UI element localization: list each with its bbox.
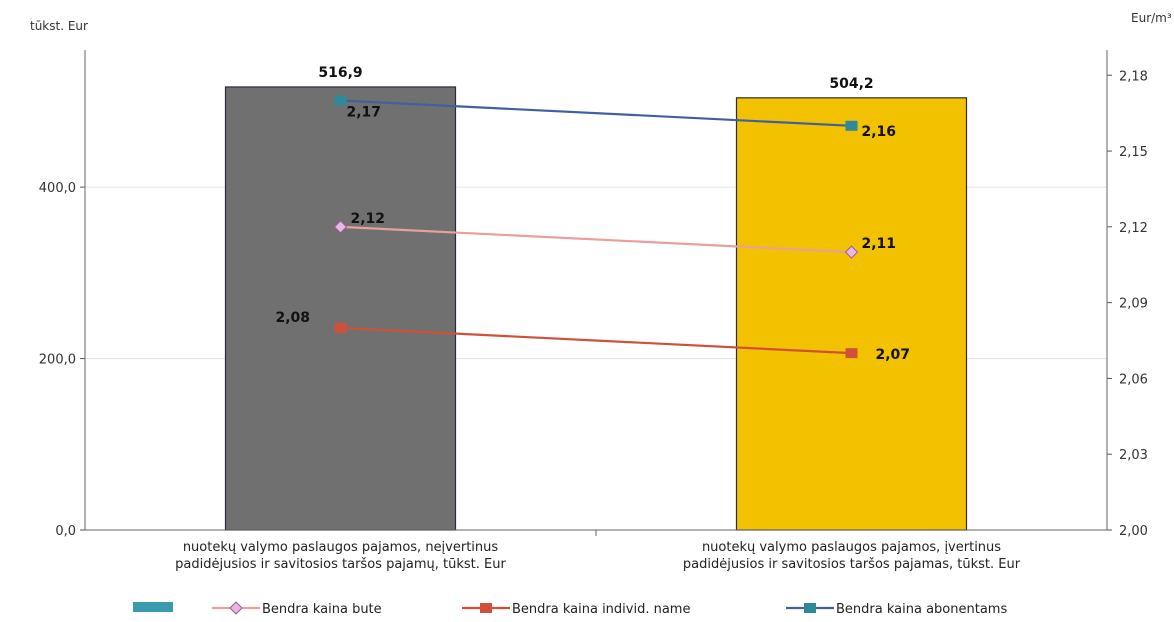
series-marker (844, 245, 859, 259)
series-line (340, 99, 852, 127)
point-value-label: 2,17 (347, 105, 382, 121)
bar-value-label: 504,2 (829, 76, 873, 92)
right-tick-label: 2,06 (1119, 372, 1148, 387)
legend-label: Bendra kaina individ. name (512, 602, 690, 617)
right-axis-title: Eur/m³ (1131, 11, 1172, 25)
point-value-label: 2,11 (862, 236, 897, 252)
category-label-line: padidėjusios ir savitosios taršos pajama… (683, 557, 1021, 572)
point-value-label: 2,08 (276, 310, 311, 326)
point-value-label: 2,12 (351, 211, 386, 227)
legend: Bendra kaina bute Bendra kaina individ. n… (133, 601, 1007, 617)
series-line (340, 326, 852, 355)
series-marker (845, 120, 858, 131)
right-tick-label: 2,00 (1119, 524, 1148, 539)
bar-value-label: 516,9 (318, 65, 362, 81)
series-marker (229, 601, 243, 615)
category-label-line: padidėjusios ir savitosios taršos pajamų… (175, 557, 506, 572)
data-labels: 516,9 504,2 2,12 2,11 2,08 2,07 2,17 2,16 (276, 65, 911, 363)
legend-label: Bendra kaina abonentams (836, 602, 1007, 617)
left-tick-label: 0,0 (55, 524, 76, 539)
right-tick-label: 2,09 (1119, 297, 1148, 312)
series-marker (480, 603, 492, 613)
right-tick-label: 2,03 (1119, 448, 1148, 463)
series-marker (845, 348, 858, 359)
left-tick-label: 200,0 (39, 353, 76, 368)
series-marker (334, 322, 347, 333)
legend-label: Bendra kaina bute (262, 602, 382, 617)
series-marker (334, 95, 347, 106)
series-line (340, 225, 852, 254)
right-tick-label: 2,15 (1119, 145, 1148, 160)
axes: 0,0 200,0 400,0 2,00 2,03 2,06 2,09 2,12 2,15 2,1… (39, 50, 1148, 539)
right-tick-label: 2,18 (1119, 69, 1148, 84)
series-marker (333, 220, 348, 234)
bars (224, 86, 968, 531)
category-label-line: nuotekų valymo paslaugos pajamos, neįver… (183, 540, 499, 555)
legend-bar-swatch (133, 602, 173, 612)
point-value-label: 2,16 (862, 124, 897, 140)
category-labels: nuotekų valymo paslaugos pajamos, neįver… (175, 540, 1021, 572)
bar (735, 97, 968, 531)
series-lines (333, 95, 859, 359)
left-axis-title: tūkst. Eur (30, 19, 88, 33)
left-tick-label: 400,0 (39, 181, 76, 196)
bar (224, 86, 457, 531)
category-label: nuotekų valymo paslaugos pajamos, įverti… (683, 540, 1021, 572)
right-tick-label: 2,12 (1119, 221, 1148, 236)
series-marker (804, 603, 816, 613)
point-value-label: 2,07 (876, 347, 911, 363)
category-label-line: nuotekų valymo paslaugos pajamos, įverti… (702, 540, 1001, 555)
category-label: nuotekų valymo paslaugos pajamos, neįver… (175, 540, 506, 572)
